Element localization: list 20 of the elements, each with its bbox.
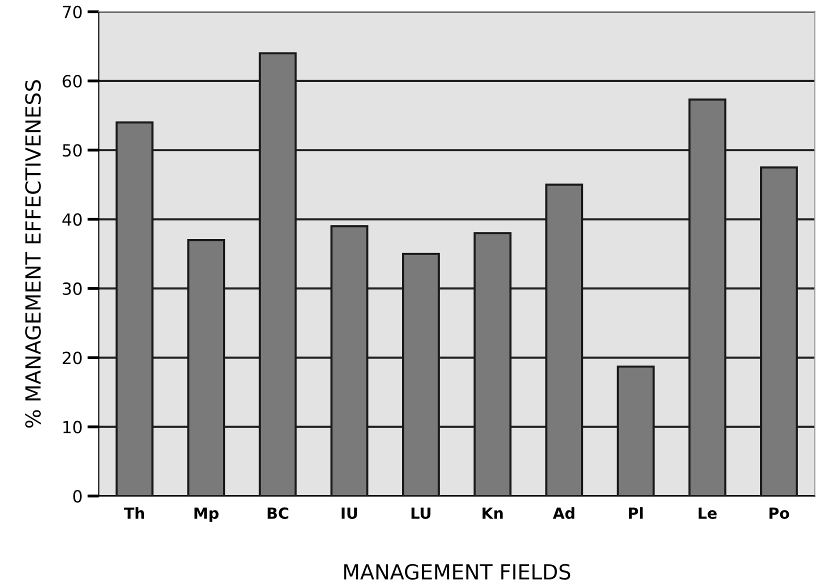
y-tick-label: 20 <box>62 352 82 364</box>
x-tick-label: Le <box>698 508 717 519</box>
x-tick-label: LU <box>412 508 430 519</box>
x-tick-label: Th <box>124 507 144 519</box>
y-tick-label: 30 <box>62 282 82 296</box>
x-tick-label: IU <box>342 508 358 519</box>
y-tick-label: 0 <box>73 490 82 503</box>
x-axis-title: MANAGEMENT FIELDS <box>344 564 570 580</box>
y-tick-label: 70 <box>62 6 82 18</box>
y-tick-label: 60 <box>62 74 82 88</box>
x-tick-label: Ad <box>552 507 574 519</box>
y-tick-label: 50 <box>62 144 82 157</box>
y-tick-label: 10 <box>63 420 82 434</box>
x-tick-label: Po <box>770 508 790 519</box>
x-tick-label: BC <box>268 507 288 519</box>
x-tick-label: Kn <box>482 508 503 519</box>
x-tick-label: Mp <box>194 508 219 522</box>
y-tick-label: 40 <box>62 213 82 226</box>
x-tick-label: Pl <box>628 507 643 519</box>
y-axis-title: % MANAGEMENT EFFECTIVENESS <box>25 80 41 428</box>
